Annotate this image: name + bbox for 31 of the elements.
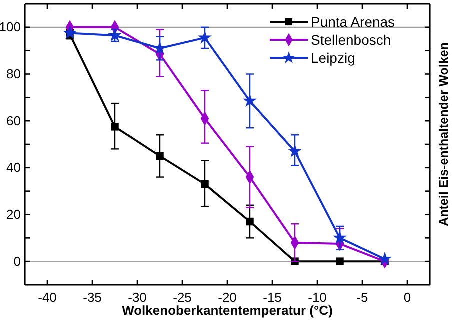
x-tick-label: -35 <box>83 290 102 306</box>
legend-label: Leipzig <box>311 50 356 66</box>
point <box>111 123 119 131</box>
y-tick-label: 60 <box>6 113 21 128</box>
point <box>333 230 347 244</box>
point <box>288 144 302 158</box>
y-tick-label: 80 <box>6 66 21 82</box>
x-tick-label: -10 <box>308 290 327 306</box>
point <box>201 180 209 188</box>
point <box>153 41 167 54</box>
point <box>246 218 254 226</box>
point <box>198 30 212 44</box>
y-tick-label: 0 <box>14 254 21 269</box>
x-tick-label: -40 <box>38 290 57 306</box>
x-tick-label: -30 <box>128 290 147 306</box>
x-tick-label: -5 <box>356 290 368 306</box>
legend-label: Punta Arenas <box>311 14 396 30</box>
y-axis-title: Anteil Eis-enthaltender Wolken <box>437 42 451 226</box>
y-tick-label: 40 <box>6 160 21 176</box>
x-tick-label: -20 <box>218 290 237 306</box>
legend-label: Stellenbosch <box>311 32 392 48</box>
point <box>378 252 392 266</box>
y-tick-label: 100 <box>0 20 21 35</box>
y-tick-label: 20 <box>6 206 21 222</box>
x-tick-label: -25 <box>173 290 192 306</box>
x-tick-label: -15 <box>263 290 282 306</box>
point <box>156 152 164 160</box>
point <box>243 94 257 108</box>
point <box>336 258 344 266</box>
x-tick-label: 0 <box>404 290 412 306</box>
x-axis-title: Wolkenoberkantentemperatur (°C) <box>122 303 333 318</box>
